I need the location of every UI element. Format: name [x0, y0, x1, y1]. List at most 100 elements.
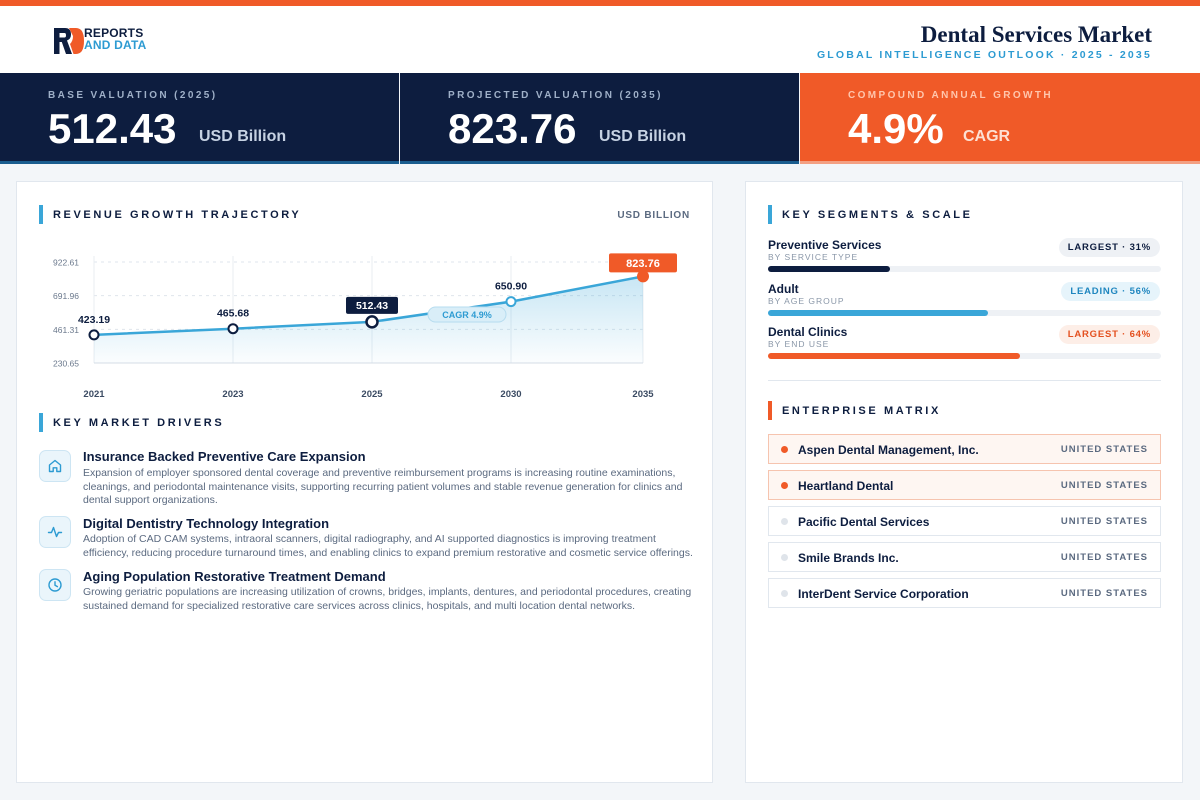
segment-name: Dental Clinics — [768, 325, 848, 339]
chart-unit-label: USD BILLION — [617, 210, 690, 221]
company-name: Heartland Dental — [798, 479, 894, 493]
company-country: UNITED STATES — [1060, 516, 1148, 527]
driver-description: Adoption of CAD CAM systems, intraoral s… — [83, 533, 693, 559]
cagr-annotation-label: CAGR 4.9% — [442, 310, 492, 320]
enterprise-row[interactable]: Heartland Dental UNITED STATES — [768, 470, 1161, 500]
x-tick-label: 2025 — [361, 389, 383, 400]
kpi-unit: USD Billion — [199, 128, 287, 145]
data-label-box — [346, 296, 398, 314]
data-label: 823.76 — [626, 258, 660, 270]
section-divider — [768, 380, 1161, 381]
company-name: Smile Brands Inc. — [798, 551, 899, 565]
status-dot — [781, 590, 788, 597]
kpi-label: COMPOUND ANNUAL GROWTH — [848, 90, 1054, 101]
section-accent — [39, 413, 43, 432]
kpi-strip: BASE VALUATION (2025) 512.43 USD Billion… — [0, 73, 1200, 164]
enterprise-row[interactable]: Aspen Dental Management, Inc. UNITED STA… — [768, 434, 1161, 464]
driver-description: Growing geriatric populations are increa… — [83, 586, 692, 612]
x-tick-label: 2035 — [632, 389, 654, 400]
page-header: REPORTS AND DATA Dental Services Market … — [0, 6, 1200, 73]
segment-category: BY SERVICE TYPE — [768, 252, 859, 262]
brand-line-2: AND DATA — [84, 38, 147, 52]
status-dot — [781, 554, 788, 561]
section-accent — [768, 401, 772, 420]
segment-bar-track — [768, 353, 1161, 359]
x-tick-label: 2021 — [83, 389, 105, 400]
x-tick-label: 2023 — [222, 389, 243, 400]
company-name: InterDent Service Corporation — [798, 587, 969, 601]
segment-bar-track — [768, 266, 1161, 272]
driver-title: Insurance Backed Preventive Care Expansi… — [83, 449, 366, 464]
status-dot — [781, 446, 788, 453]
company-country: UNITED STATES — [1060, 444, 1148, 455]
clock-icon — [39, 569, 71, 601]
status-dot — [781, 482, 788, 489]
segment-badge: LARGEST · 31% — [1058, 238, 1160, 257]
driver-title: Aging Population Restorative Treatment D… — [83, 569, 386, 584]
pulse-icon — [39, 516, 71, 548]
company-country: UNITED STATES — [1060, 480, 1148, 491]
segment-bar-track — [768, 310, 1161, 316]
home-icon — [39, 450, 71, 482]
y-tick-label: 230.65 — [53, 359, 79, 369]
segment-bar-fill — [768, 353, 1020, 359]
section-accent — [39, 205, 43, 224]
company-name: Aspen Dental Management, Inc. — [798, 443, 979, 457]
segment-category: BY AGE GROUP — [768, 296, 845, 306]
enterprise-row[interactable]: Pacific Dental Services UNITED STATES — [768, 506, 1161, 536]
enterprise-row[interactable]: InterDent Service Corporation UNITED STA… — [768, 578, 1161, 608]
kpi-label: BASE VALUATION (2025) — [48, 90, 218, 101]
left-panel: REVENUE GROWTH TRAJECTORY USD BILLION 92… — [16, 181, 713, 783]
enterprise-section-title: ENTERPRISE MATRIX — [782, 405, 941, 417]
segment-name: Adult — [768, 282, 799, 296]
kpi-projected-valuation: PROJECTED VALUATION (2035) 823.76 USD Bi… — [400, 73, 799, 164]
brand-logo-icon — [54, 28, 84, 54]
series-area — [94, 276, 643, 363]
kpi-value: 823.76 — [448, 105, 577, 152]
data-point — [227, 323, 239, 335]
data-point — [88, 329, 100, 341]
segment-badge: LARGEST · 64% — [1058, 325, 1160, 344]
revenue-section-title: REVENUE GROWTH TRAJECTORY — [53, 209, 302, 221]
page-subtitle: GLOBAL INTELLIGENCE OUTLOOK · 2025 - 203… — [816, 49, 1152, 61]
company-country: UNITED STATES — [1060, 552, 1148, 563]
segment-bar-fill — [768, 310, 989, 316]
page-title: Dental Services Market — [920, 22, 1152, 47]
kpi-label: PROJECTED VALUATION (2035) — [448, 90, 663, 101]
kpi-value: 512.43 — [48, 105, 177, 152]
data-point — [505, 296, 517, 308]
y-tick-label: 691.96 — [53, 291, 79, 301]
data-label: 650.90 — [495, 281, 527, 293]
cagr-annotation-pill — [427, 306, 507, 323]
status-dot — [781, 518, 788, 525]
y-tick-label: 461.31 — [53, 325, 79, 335]
kpi-unit: CAGR — [963, 128, 1011, 145]
kpi-cagr: COMPOUND ANNUAL GROWTH 4.9% CAGR — [800, 73, 1200, 164]
enterprise-row[interactable]: Smile Brands Inc. UNITED STATES — [768, 542, 1161, 572]
top-accent-bar — [0, 0, 1200, 6]
company-country: UNITED STATES — [1060, 588, 1148, 599]
brand-line-1: REPORTS — [84, 26, 144, 40]
data-point — [637, 270, 649, 283]
y-tick-label: 922.61 — [53, 258, 79, 268]
segments-section-title: KEY SEGMENTS & SCALE — [782, 209, 973, 221]
driver-title: Digital Dentistry Technology Integration — [83, 516, 330, 531]
drivers-section-title: KEY MARKET DRIVERS — [53, 417, 225, 429]
segment-badge: LEADING · 56% — [1061, 282, 1160, 301]
driver-description: Expansion of employer sponsored dental c… — [83, 467, 683, 506]
x-tick-label: 2030 — [500, 389, 521, 400]
data-label: 512.43 — [356, 300, 388, 312]
kpi-unit: USD Billion — [599, 128, 687, 145]
company-name: Pacific Dental Services — [798, 515, 930, 529]
kpi-value: 4.9% — [848, 105, 944, 152]
segment-category: BY END USE — [768, 339, 830, 349]
segment-name: Preventive Services — [768, 238, 882, 252]
revenue-line-chart: 922.61 691.96 461.31 230.65 2021 2023 2025 2030… — [53, 253, 677, 400]
data-label: 423.19 — [78, 314, 110, 326]
data-label: 465.68 — [217, 308, 249, 320]
brand-name: REPORTS AND DATA — [84, 27, 146, 51]
data-point — [365, 315, 379, 329]
segment-bar-fill — [768, 266, 890, 272]
kpi-base-valuation: BASE VALUATION (2025) 512.43 USD Billion — [0, 73, 399, 164]
right-panel: KEY SEGMENTS & SCALE Preventive Services… — [745, 181, 1183, 783]
